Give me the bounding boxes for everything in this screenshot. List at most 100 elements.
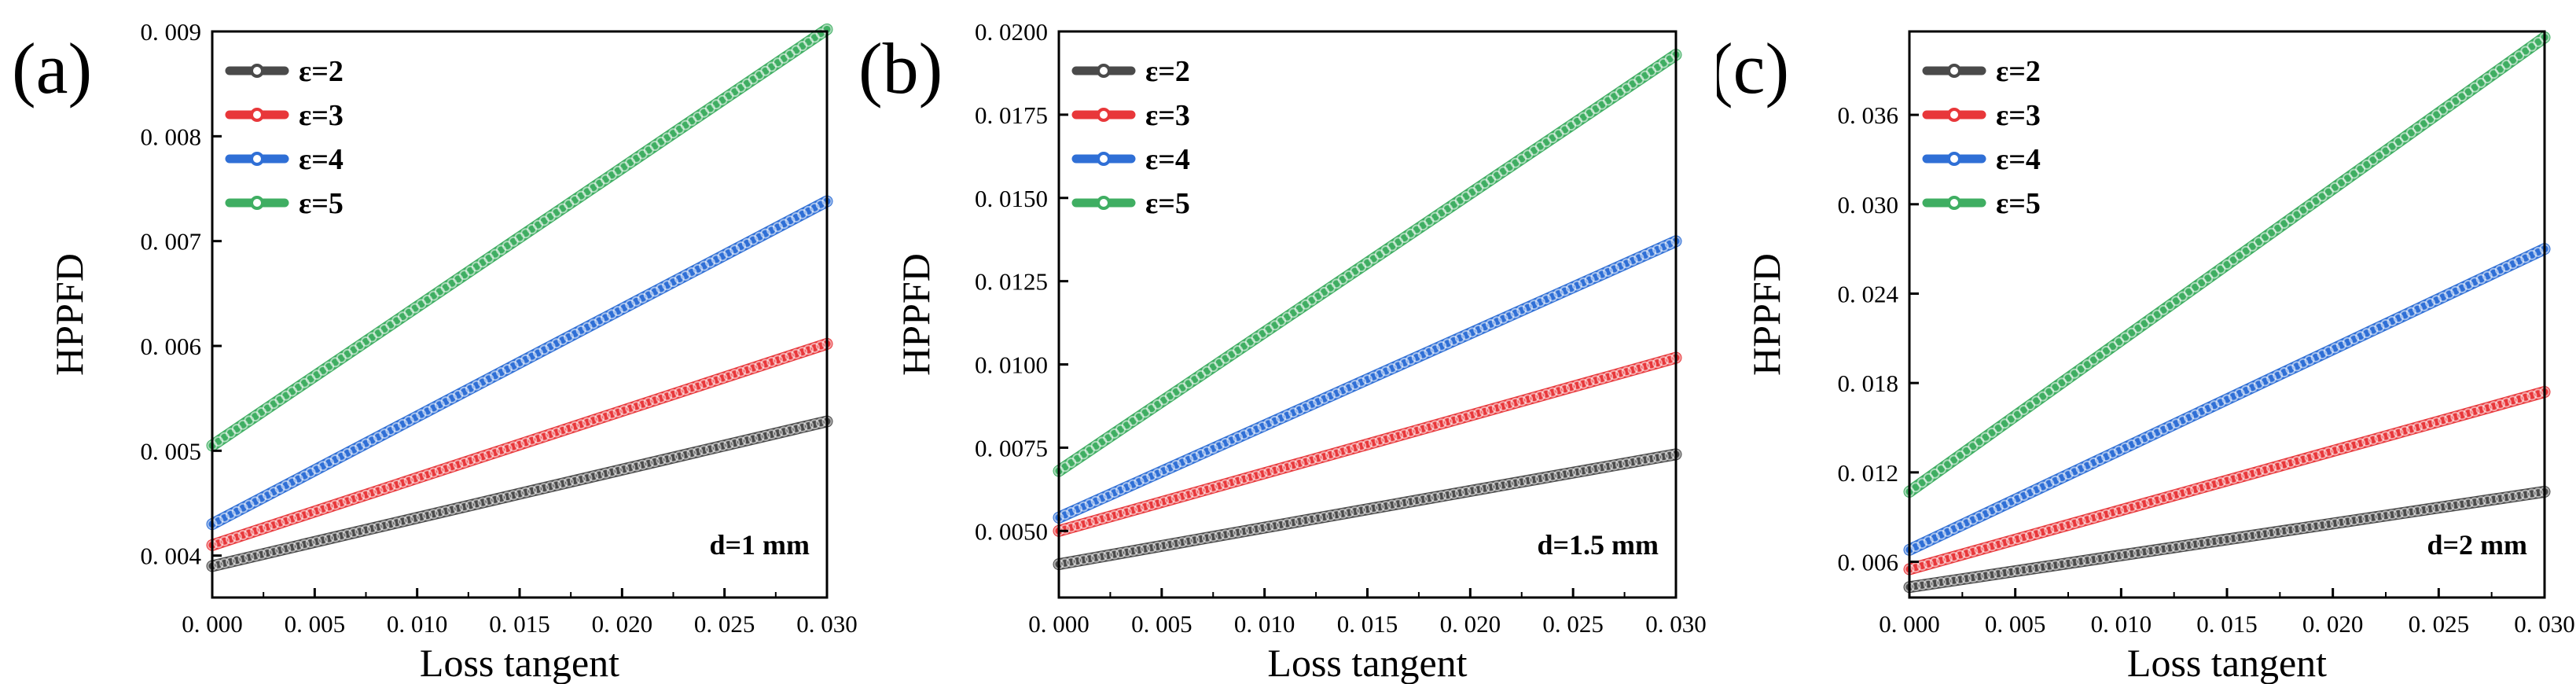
data-point xyxy=(1319,512,1330,523)
data-point xyxy=(1387,363,1398,374)
data-point xyxy=(2323,447,2334,458)
data-point xyxy=(1356,377,1367,388)
y-tick-label-a: 0. 008 xyxy=(141,123,202,150)
x-tick-label-c: 0. 030 xyxy=(2514,610,2575,638)
data-point xyxy=(324,533,335,544)
data-point xyxy=(471,453,482,464)
data-point xyxy=(1640,361,1651,372)
data-point xyxy=(2050,523,2061,534)
data-point xyxy=(1467,485,1478,496)
data-point xyxy=(2361,513,2372,524)
data-point xyxy=(329,499,340,510)
data-point xyxy=(1578,378,1589,389)
data-point xyxy=(1356,440,1367,451)
data-point xyxy=(717,440,728,451)
data-point xyxy=(1158,496,1169,507)
data-point xyxy=(1207,443,1218,454)
legend-b: ε=2 ε=3 ε=4 ε=5 xyxy=(1071,55,1190,220)
y-tick-label-b: 0. 0150 xyxy=(975,185,1048,212)
y-axis-label-a: HPPFD xyxy=(47,253,91,376)
data-point xyxy=(256,549,267,560)
data-point xyxy=(1374,502,1385,513)
data-point xyxy=(1164,539,1175,550)
y-axis-label-b: HPPFD xyxy=(894,253,938,376)
data-point xyxy=(1220,529,1231,540)
legend-c: ε=2 ε=3 ε=4 ε=5 xyxy=(1922,55,2041,220)
data-point xyxy=(2038,527,2049,538)
data-point xyxy=(1325,510,1336,521)
data-point xyxy=(2508,491,2519,502)
data-point xyxy=(391,480,402,491)
data-point xyxy=(1084,498,1095,509)
data-point xyxy=(2450,411,2461,422)
legend-label-b-4: ε=4 xyxy=(1145,143,1190,176)
data-point xyxy=(1146,499,1157,510)
data-point xyxy=(2259,528,2270,539)
data-point xyxy=(410,473,421,484)
data-point xyxy=(2082,555,2093,566)
data-point xyxy=(1146,542,1157,553)
data-point xyxy=(2221,534,2232,545)
data-point xyxy=(1916,579,1927,590)
data-point xyxy=(281,543,292,554)
data-point xyxy=(2114,506,2125,517)
data-point xyxy=(2425,503,2436,514)
data-point xyxy=(1486,482,1496,493)
data-point xyxy=(1362,504,1373,515)
x-tick-label-c: 0. 015 xyxy=(2196,610,2258,638)
data-point xyxy=(1337,446,1348,457)
data-point xyxy=(440,463,451,474)
data-point xyxy=(1233,475,1244,486)
data-point xyxy=(1541,294,1552,305)
data-point xyxy=(324,502,335,513)
data-point xyxy=(1140,501,1151,512)
data-point xyxy=(1090,552,1101,563)
data-point xyxy=(1597,462,1608,473)
data-point xyxy=(1072,504,1083,515)
data-point xyxy=(1652,358,1663,369)
data-point xyxy=(1411,351,1422,362)
data-point xyxy=(2343,516,2354,527)
data-point xyxy=(1923,558,1934,569)
data-point xyxy=(2152,544,2163,555)
data-point xyxy=(557,478,568,489)
data-point xyxy=(1584,464,1595,475)
data-point xyxy=(791,423,802,434)
data-point xyxy=(281,516,292,527)
y-tick-label-c: 0. 018 xyxy=(1838,370,1899,397)
data-point xyxy=(532,484,543,495)
data-point xyxy=(1220,479,1231,490)
data-point xyxy=(600,410,611,421)
data-point xyxy=(1207,482,1218,493)
data-point xyxy=(1442,338,1453,349)
data-point xyxy=(748,433,759,444)
series-group-c xyxy=(1903,31,2551,594)
data-point xyxy=(2253,529,2264,540)
data-point xyxy=(2317,448,2328,459)
data-point xyxy=(2063,520,2074,531)
data-point xyxy=(2158,543,2169,554)
data-point xyxy=(1566,283,1577,294)
series-points-a-2 xyxy=(207,416,832,572)
x-tick-label-a: 0. 030 xyxy=(796,610,858,638)
data-point xyxy=(2304,452,2315,463)
data-point xyxy=(1183,489,1194,500)
data-point xyxy=(465,500,476,511)
data-point xyxy=(342,495,353,506)
data-point xyxy=(527,435,538,446)
data-point xyxy=(680,449,691,460)
data-point xyxy=(225,556,236,567)
data-point xyxy=(1319,451,1330,462)
data-point xyxy=(2126,502,2137,513)
data-point xyxy=(1935,555,1946,566)
data-point xyxy=(2247,468,2258,479)
data-point xyxy=(606,466,617,477)
data-point xyxy=(262,547,273,558)
data-point xyxy=(1473,484,1484,495)
data-point xyxy=(1658,451,1669,462)
data-point xyxy=(2526,488,2537,499)
data-point xyxy=(434,507,445,518)
data-point xyxy=(1066,557,1077,568)
data-point xyxy=(1646,453,1657,464)
data-point xyxy=(274,545,285,556)
